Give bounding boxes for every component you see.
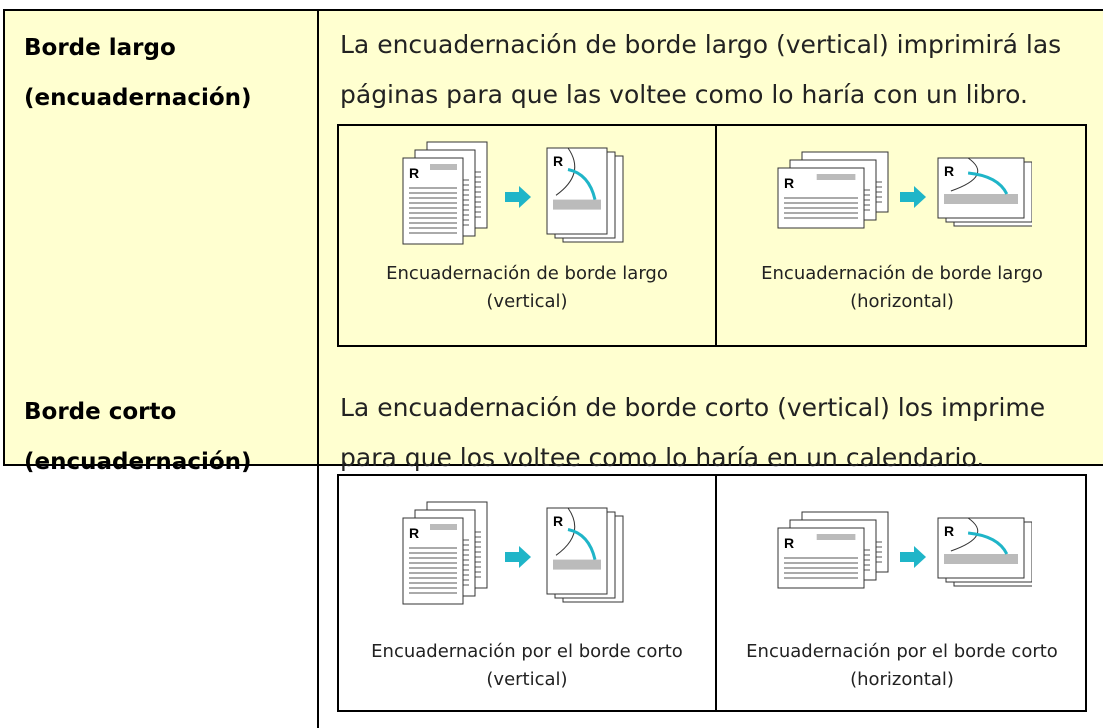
highlight (430, 524, 457, 530)
label-line: Borde largo (24, 35, 176, 61)
arrow (505, 192, 519, 202)
page-letter: R (944, 163, 954, 179)
label-line: (encuadernación) (24, 85, 252, 111)
caption: Encuadernación por el borde corto (horiz… (746, 641, 1058, 690)
caption: Encuadernación por el borde corto (verti… (371, 641, 683, 690)
highlight (944, 554, 1018, 564)
page (402, 517, 464, 605)
illustration-cell: R R Encuadernación de borde largo (vertica… (339, 126, 715, 345)
table-border (4, 9, 1103, 11)
caption: Encuadernación de borde largo (horizonta… (761, 263, 1043, 312)
illustration: RR (777, 151, 1032, 229)
arrow (914, 546, 926, 568)
page-letter: R (944, 523, 954, 539)
description: La encuadernación de borde corto (vertic… (340, 393, 1046, 472)
flip-arrow (967, 171, 1009, 195)
caption: Encuadernación de borde largo (vertical) (386, 263, 668, 312)
table-border (3, 9, 5, 466)
description: La encuadernación de borde largo (vertic… (340, 30, 1062, 109)
illustration: RR (402, 141, 624, 245)
illustration-table: R R Encuadernación de borde largo (vertica… (337, 124, 1087, 347)
page-letter: R (409, 165, 419, 181)
table-border (317, 9, 319, 728)
flip-arrow (567, 168, 597, 200)
highlight (816, 534, 856, 540)
arrow (519, 546, 531, 568)
flip-arrow (967, 531, 1009, 555)
highlight (944, 194, 1018, 204)
highlight (553, 199, 601, 210)
page (402, 157, 464, 245)
arrow (505, 552, 519, 562)
flip-arrow (567, 528, 597, 560)
arrow (914, 186, 926, 208)
page-letter: R (553, 513, 563, 529)
arrow (900, 552, 914, 562)
label-line: Borde corto (24, 399, 177, 425)
illustration-cell: R R Encuadernación por el borde corto (hor… (715, 476, 1087, 710)
page-letter: R (784, 535, 794, 551)
page-letter: R (553, 153, 563, 169)
page (546, 507, 608, 595)
highlight (553, 559, 601, 570)
illustration-cell: R R Encuadernación por el borde corto (ver… (339, 476, 715, 710)
table-border (4, 464, 1103, 466)
arrow (900, 192, 914, 202)
illustration-cell: R R Encuadernación de borde largo (horizon… (715, 126, 1087, 345)
page-letter: R (409, 525, 419, 541)
illustration: RR (777, 511, 1032, 589)
page-letter: R (784, 175, 794, 191)
page (937, 517, 1025, 579)
illustration-table: R R Encuadernación por el borde corto (ver… (337, 474, 1087, 712)
arrow (519, 186, 531, 208)
illustration: RR (402, 501, 624, 605)
page (937, 157, 1025, 219)
label-line: (encuadernación) (24, 449, 252, 475)
highlight (430, 164, 457, 170)
row-label: Borde largo (encuadernación) (24, 23, 314, 123)
highlight (816, 174, 856, 180)
page (546, 147, 608, 235)
row-label: Borde corto (encuadernación) (24, 387, 314, 487)
